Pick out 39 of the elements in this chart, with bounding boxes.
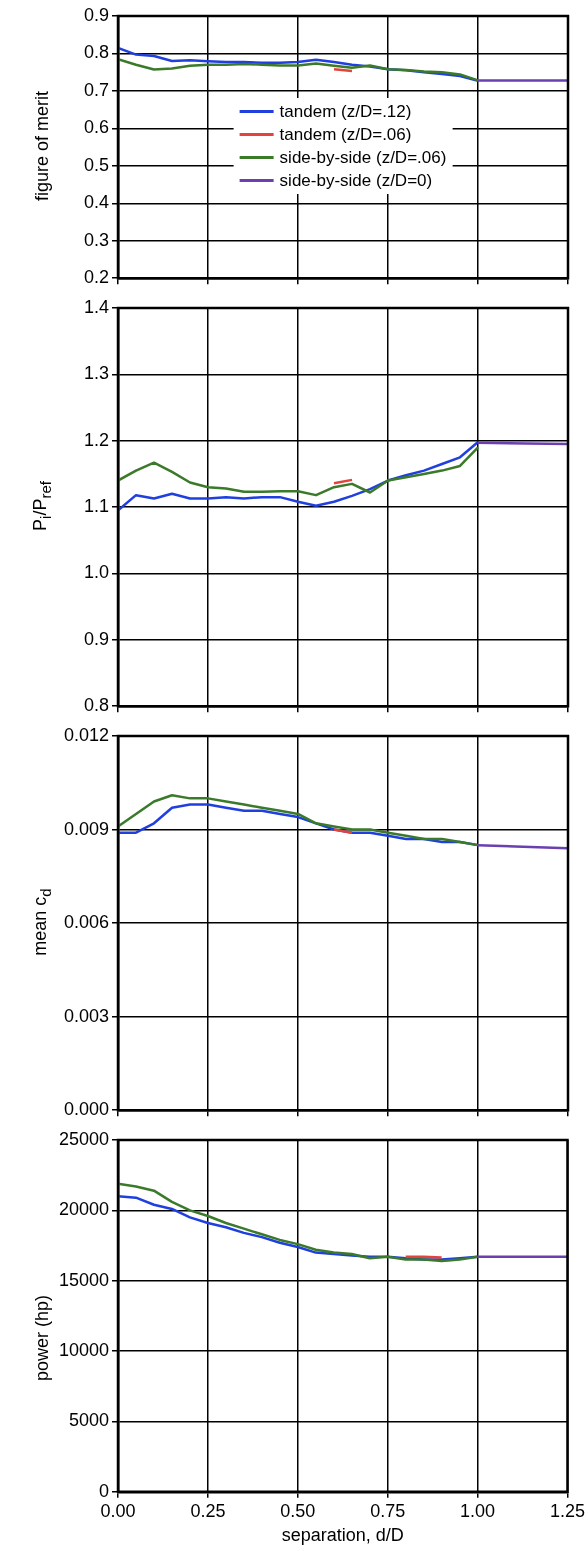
y-tick-label: 0.9 xyxy=(83,4,109,25)
x-tick-label: 0.00 xyxy=(100,1500,136,1521)
x-tick-label: 0.50 xyxy=(280,1500,316,1521)
x-tick-label: 1.00 xyxy=(460,1500,496,1521)
x-tick-label: 0.75 xyxy=(370,1500,406,1521)
y-tick-label: 5000 xyxy=(68,1410,109,1431)
y-tick-label: 10000 xyxy=(58,1340,109,1361)
y-tick-label: 0.000 xyxy=(63,1099,109,1120)
y-tick-label: 0.6 xyxy=(83,117,109,138)
y-tick-label: 25000 xyxy=(58,1128,109,1149)
y-tick-label: 0.012 xyxy=(63,724,109,745)
y-tick-label: 0.5 xyxy=(83,154,109,175)
x-tick-label: 0.25 xyxy=(190,1500,226,1521)
y-tick-label: 0.9 xyxy=(83,628,109,649)
x-axis-title: separation, d/D xyxy=(281,1525,404,1546)
y-tick-label: 1.4 xyxy=(83,296,109,317)
legend-label: tandem (z/D=.06) xyxy=(279,124,412,146)
y-tick-label: 0.8 xyxy=(83,695,109,716)
y-tick-label: 1.0 xyxy=(83,562,109,583)
legend-label: tandem (z/D=.12) xyxy=(279,101,412,123)
y-tick-label: 0.3 xyxy=(83,229,109,250)
y-axis-title: power (hp) xyxy=(31,1294,53,1381)
y-tick-label: 1.3 xyxy=(83,363,109,384)
y-tick-label: 0.8 xyxy=(83,42,109,63)
y-tick-label: 0 xyxy=(98,1480,109,1501)
y-tick-label: 1.2 xyxy=(83,429,109,450)
y-tick-label: 0.4 xyxy=(83,192,109,213)
y-tick-label: 0.009 xyxy=(63,818,109,839)
y-tick-label: 0.003 xyxy=(63,1005,109,1026)
legend-label: side-by-side (z/D=.06) xyxy=(279,147,447,169)
y-tick-label: 20000 xyxy=(58,1199,109,1220)
y-tick-label: 0.7 xyxy=(83,79,109,100)
y-tick-label: 0.2 xyxy=(83,267,109,288)
y-tick-label: 15000 xyxy=(58,1269,109,1290)
legend-label: side-by-side (z/D=0) xyxy=(279,170,433,192)
y-axis-title: figure of merit xyxy=(31,90,53,202)
y-tick-label: 0.006 xyxy=(63,912,109,933)
y-tick-label: 1.1 xyxy=(83,496,109,517)
x-tick-label: 1.25 xyxy=(549,1500,586,1521)
